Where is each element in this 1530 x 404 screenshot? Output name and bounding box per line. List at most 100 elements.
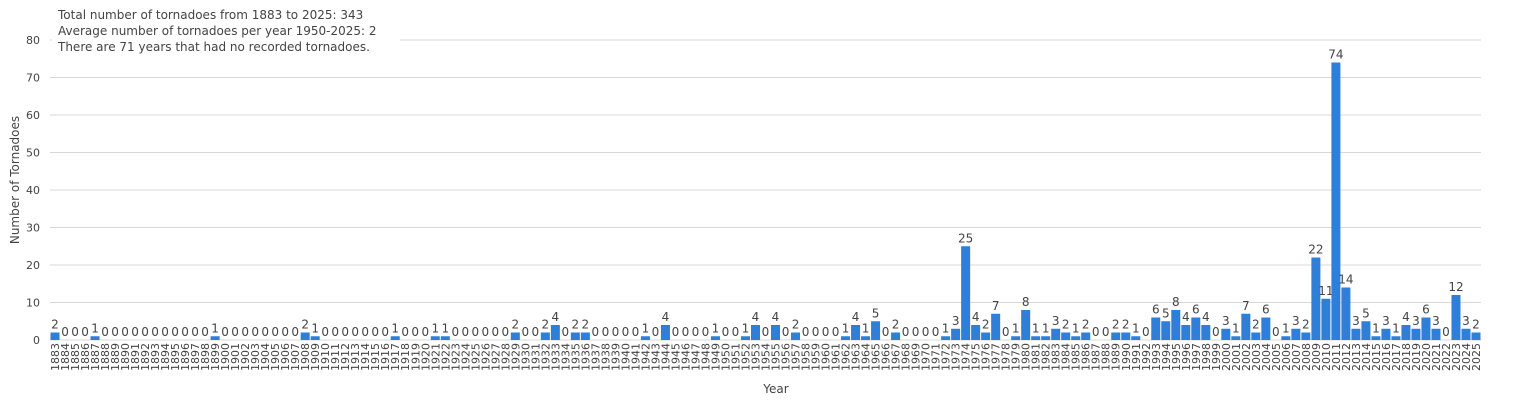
data-label: 0 bbox=[421, 325, 429, 339]
bar bbox=[1161, 321, 1171, 340]
bar bbox=[971, 325, 981, 340]
data-label: 0 bbox=[191, 325, 199, 339]
bar bbox=[640, 336, 650, 340]
x-tick-label: 1915 bbox=[369, 343, 382, 371]
data-label: 0 bbox=[522, 325, 530, 339]
bar bbox=[941, 336, 951, 340]
data-label: 0 bbox=[832, 325, 840, 339]
data-label: 0 bbox=[381, 325, 389, 339]
data-label: 2 bbox=[1472, 318, 1480, 332]
x-tick-label: 2023 bbox=[1450, 343, 1463, 371]
data-label: 6 bbox=[1422, 303, 1430, 317]
x-tick-label: 1885 bbox=[69, 343, 82, 371]
x-tick-label: 2022 bbox=[1440, 343, 1453, 371]
x-tick-label: 1947 bbox=[689, 343, 702, 371]
data-label: 2 bbox=[1122, 318, 1130, 332]
bar bbox=[771, 325, 781, 340]
bar bbox=[1291, 328, 1301, 340]
x-tick-label: 1905 bbox=[269, 343, 282, 371]
x-tick-label: 1978 bbox=[1000, 343, 1013, 371]
x-tick-label: 1957 bbox=[790, 343, 803, 371]
x-tick-label: 1967 bbox=[890, 343, 903, 371]
x-tick-label: 1990 bbox=[1120, 343, 1133, 371]
data-label: 2 bbox=[301, 318, 309, 332]
data-label: 12 bbox=[1448, 280, 1463, 294]
x-tick-label: 1906 bbox=[279, 343, 292, 371]
x-tick-label: 2006 bbox=[1280, 343, 1293, 371]
y-tick-label: 10 bbox=[26, 297, 40, 310]
data-label: 0 bbox=[251, 325, 259, 339]
bar bbox=[1321, 298, 1331, 340]
bar bbox=[210, 336, 220, 340]
x-tick-label: 2018 bbox=[1400, 343, 1413, 371]
data-label: 7 bbox=[992, 299, 1000, 313]
data-label: 1 bbox=[1392, 321, 1400, 335]
x-tick-label: 1989 bbox=[1110, 343, 1123, 371]
bar bbox=[841, 336, 851, 340]
x-tick-label: 1959 bbox=[810, 343, 823, 371]
bar bbox=[1251, 332, 1261, 340]
y-tick-label: 30 bbox=[26, 222, 40, 235]
data-label: 0 bbox=[451, 325, 459, 339]
data-label: 1 bbox=[1282, 321, 1290, 335]
x-tick-label: 1896 bbox=[179, 343, 192, 371]
x-tick-label: 1922 bbox=[439, 343, 452, 371]
x-tick-label: 1889 bbox=[109, 343, 122, 371]
data-label: 0 bbox=[461, 325, 469, 339]
x-tick-label: 1946 bbox=[679, 343, 692, 371]
x-tick-label: 1898 bbox=[199, 343, 212, 371]
data-label: 4 bbox=[852, 310, 860, 324]
bar bbox=[1331, 62, 1341, 340]
x-tick-label: 1985 bbox=[1070, 343, 1083, 371]
x-tick-label: 1974 bbox=[960, 343, 973, 371]
data-label: 0 bbox=[151, 325, 159, 339]
x-tick-label: 1976 bbox=[980, 343, 993, 371]
x-tick-label: 1897 bbox=[189, 343, 202, 371]
bar bbox=[861, 336, 871, 340]
bar bbox=[430, 336, 440, 340]
data-label: 6 bbox=[1152, 303, 1160, 317]
bar bbox=[1311, 257, 1321, 340]
x-tick-label: 1987 bbox=[1090, 343, 1103, 371]
x-tick-label: 1966 bbox=[880, 343, 893, 371]
bar bbox=[1241, 313, 1251, 340]
bar bbox=[310, 336, 320, 340]
data-label: 1 bbox=[712, 321, 720, 335]
data-label: 1 bbox=[1372, 321, 1380, 335]
bar bbox=[1221, 328, 1231, 340]
bar bbox=[1471, 332, 1481, 340]
x-tick-label: 2017 bbox=[1390, 343, 1403, 371]
x-tick-label: 1955 bbox=[770, 343, 783, 371]
data-label: 0 bbox=[411, 325, 419, 339]
data-label: 0 bbox=[702, 325, 710, 339]
x-tick-label: 1936 bbox=[579, 343, 592, 371]
data-label: 2 bbox=[1112, 318, 1120, 332]
data-label: 1 bbox=[642, 321, 650, 335]
data-label: 0 bbox=[1442, 325, 1450, 339]
data-label: 0 bbox=[732, 325, 740, 339]
data-label: 25 bbox=[958, 231, 973, 245]
data-label: 0 bbox=[682, 325, 690, 339]
x-tick-label: 1984 bbox=[1060, 343, 1073, 371]
data-label: 3 bbox=[1382, 314, 1390, 328]
x-tick-label: 1979 bbox=[1010, 343, 1023, 371]
x-axis-label: Year bbox=[762, 382, 788, 396]
bar bbox=[1121, 332, 1131, 340]
data-label: 0 bbox=[501, 325, 509, 339]
x-tick-label: 2024 bbox=[1460, 343, 1473, 371]
bar bbox=[1431, 328, 1441, 340]
bar bbox=[1361, 321, 1371, 340]
bar bbox=[1421, 317, 1431, 340]
data-label: 0 bbox=[612, 325, 620, 339]
x-tick-label: 1926 bbox=[479, 343, 492, 371]
x-tick-label: 1901 bbox=[229, 343, 242, 371]
bar bbox=[1341, 287, 1351, 340]
x-tick-label: 1916 bbox=[379, 343, 392, 371]
x-tick-label: 1949 bbox=[709, 343, 722, 371]
data-label: 0 bbox=[1002, 325, 1010, 339]
y-tick-label: 0 bbox=[33, 334, 40, 347]
x-tick-label: 1932 bbox=[539, 343, 552, 371]
x-tick-label: 1988 bbox=[1100, 343, 1113, 371]
annotation: Average number of tornadoes per year 195… bbox=[58, 24, 377, 38]
data-label: 0 bbox=[782, 325, 790, 339]
